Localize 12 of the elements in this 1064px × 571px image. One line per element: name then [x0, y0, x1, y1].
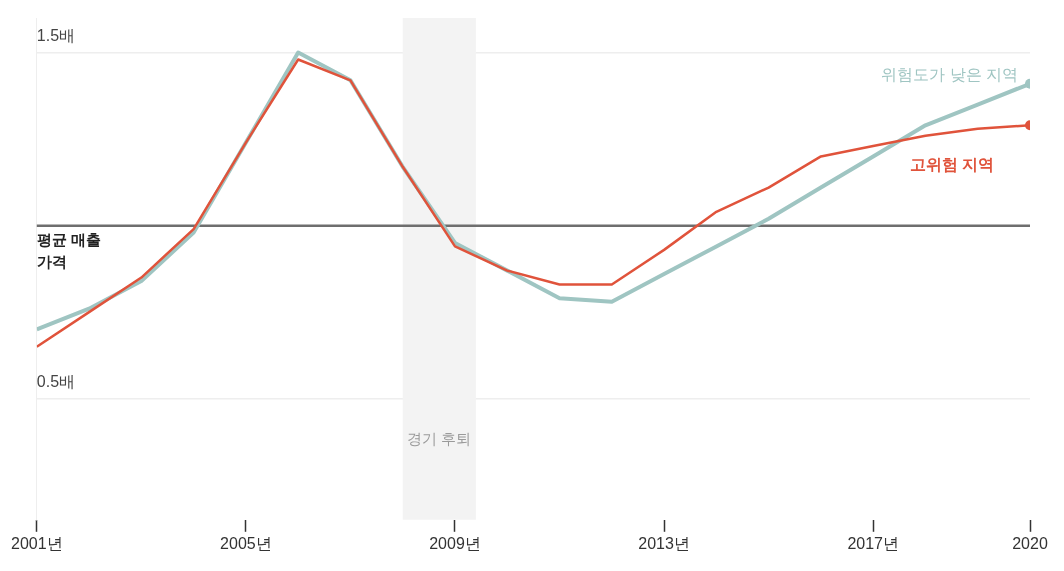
y-tick-label: 0.5배 [36, 373, 76, 391]
x-tick-label: 2017년 [847, 534, 899, 552]
series-label: 위험도가 낮은 지역 [881, 66, 1018, 84]
x-tick-label: 2009년 [429, 534, 481, 552]
x-tick-label: 2005년 [220, 534, 272, 552]
y-tick-label: 1.5배 [36, 27, 76, 45]
x-tick-label: 2020 [1012, 534, 1048, 552]
x-tick-label: 2001년 [11, 534, 63, 552]
x-tick-label: 2013년 [638, 534, 690, 552]
band-label: 경기 후퇴 [407, 429, 472, 447]
ref-line-label: 평균 매출 가격 [36, 231, 101, 271]
series-label: 고위험 지역 [909, 155, 994, 173]
